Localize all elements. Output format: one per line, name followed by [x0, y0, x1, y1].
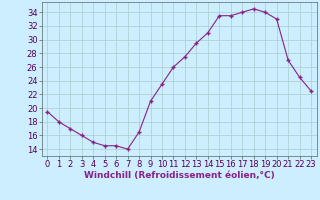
X-axis label: Windchill (Refroidissement éolien,°C): Windchill (Refroidissement éolien,°C) [84, 171, 275, 180]
